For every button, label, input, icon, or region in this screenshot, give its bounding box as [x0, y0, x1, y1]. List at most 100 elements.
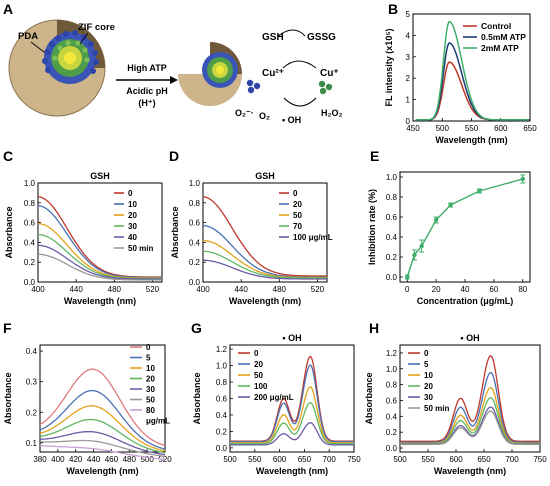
x-axis-label: Wavelength (nm) [66, 466, 138, 476]
pda-label: PDA [18, 31, 38, 42]
degraded-nanoparticle-icon [178, 42, 242, 106]
x-axis-label: Wavelength (nm) [256, 466, 328, 476]
panel-f: 380 400 420 440 460 480 500 5200.10.20.30.4Wave… [3, 320, 172, 476]
x-tick-label: 550 [248, 455, 262, 464]
panel-e: 0 20 40 60 80 0.0 0.2 0.4 0.6 0.8 1.0 Concentration… [367, 148, 531, 306]
cu2-label: Cu²⁺ [262, 68, 284, 79]
acidic-label: Acidic pH [126, 86, 168, 96]
x-tick-label: 520 [311, 285, 325, 294]
y-tick-label: 0.2 [386, 428, 398, 437]
y-tick-label: 0.8 [24, 199, 36, 208]
x-axis-label: Concentration (μg/mL) [417, 296, 514, 306]
x-tick-label: 500 [140, 455, 154, 464]
y-tick-label: 0.6 [189, 219, 201, 228]
series-line [415, 42, 530, 121]
panel-h: 500 550 600 650 700 750 0.0 0.2 0.4 0.6 0.8 1.0 1.2 W… [364, 320, 547, 476]
cu1-dots-icon [318, 80, 333, 95]
legend-label: 30 [146, 385, 155, 394]
y-tick-label: 0.4 [216, 411, 228, 420]
series-line [400, 354, 540, 442]
y-tick-label: 5 [406, 10, 411, 19]
panel-a-letter: A [3, 1, 13, 17]
x-tick-label: 440 [69, 285, 83, 294]
data-point [405, 274, 410, 280]
data-point [433, 217, 439, 223]
legend-label: 10 [146, 364, 155, 373]
panel-c: 400 440 480 5200.00.20.40.60.81.0Wavelength… [3, 148, 163, 306]
pda-pointer [30, 41, 45, 53]
x-tick-label: 20 [432, 285, 441, 294]
y-tick-label: 0.4 [189, 238, 201, 247]
hplus-label: (H⁺) [138, 98, 155, 108]
legend-label: 0 [293, 189, 298, 198]
legend-label: 20 [146, 375, 155, 384]
legend-label: 70 [293, 222, 302, 231]
x-axis-label: Wavelength (nm) [435, 135, 507, 145]
legend-label: Control [481, 21, 511, 31]
y-tick-label: 0.4 [24, 238, 36, 247]
panel-letter: H [369, 320, 379, 336]
legend-label: 0 [146, 343, 151, 352]
plot-frame [39, 344, 166, 453]
x-tick-label: 650 [298, 455, 312, 464]
y-tick-label: 0.6 [216, 395, 228, 404]
series-line [400, 396, 540, 445]
y-axis-label: FL intensity (x10⁵) [384, 28, 394, 106]
y-tick-label: 0.4 [386, 233, 398, 242]
oh-label: • OH [282, 115, 301, 125]
series-line [400, 406, 540, 445]
legend-label: 30 [424, 393, 433, 402]
legend-label: 0 [128, 189, 133, 198]
y-tick-label: 0.0 [216, 444, 228, 453]
legend-label: 30 [128, 222, 137, 231]
y-tick-label: 0.8 [386, 381, 398, 390]
x-tick-label: 480 [123, 455, 137, 464]
series-line [39, 389, 166, 450]
y-tick-label: 0.6 [24, 219, 36, 228]
y-tick-label: 4 [406, 31, 411, 40]
data-point [448, 202, 453, 208]
y-tick-label: 0.2 [386, 253, 398, 262]
y-tick-label: 0.4 [386, 412, 398, 421]
y-tick-label: 1.0 [24, 179, 36, 188]
panel-g: 500 550 600 650 700 7500.00.20.40.60.81.01.2W… [191, 320, 361, 476]
y-tick-label: 0.6 [386, 396, 398, 405]
y-tick-label: 0.0 [24, 278, 36, 287]
y-tick-label: 1.2 [216, 345, 228, 354]
x-tick-label: 600 [449, 455, 463, 464]
legend-label: 20 [424, 382, 433, 391]
series-line [39, 405, 166, 452]
panel-b: 450 500 550 600 650 0 1 2 3 4 5 Wavelength (nm) FL i… [384, 1, 537, 145]
y-tick-label: 2 [406, 74, 411, 83]
o2-label: O₂ [259, 111, 270, 121]
series-line [415, 61, 530, 121]
x-tick-label: 440 [234, 285, 248, 294]
x-tick-label: 0 [405, 285, 410, 294]
y-tick-label: 1.0 [216, 362, 228, 371]
x-tick-label: 650 [523, 124, 537, 133]
series-line [230, 401, 354, 445]
legend-label: 50 [293, 211, 302, 220]
y-axis-label: Absorbance [3, 372, 13, 424]
gssg-label: GSSG [307, 32, 336, 43]
y-tick-label: 1.2 [386, 349, 398, 358]
series-line [38, 253, 162, 281]
y-tick-label: 0.2 [24, 258, 36, 267]
data-point [419, 243, 424, 249]
y-tick-label: 1.0 [386, 365, 398, 374]
chart-title: • OH [460, 333, 479, 343]
series-line [400, 371, 540, 443]
y-tick-label: 0.2 [189, 258, 201, 267]
y-axis-label: Inhibition rate (%) [367, 189, 377, 265]
series-line [415, 20, 530, 121]
y-tick-label: 0.0 [386, 273, 398, 282]
panel-d: 400 440 480 520 0.0 0.2 0.4 0.6 0.8 1.0 Wavelength… [169, 148, 333, 306]
series-line [406, 178, 523, 278]
gsh-label: GSH [262, 32, 284, 43]
y-axis-label: Absorbance [170, 206, 180, 258]
y-tick-label: 1.0 [189, 179, 201, 188]
x-tick-label: 520 [146, 285, 160, 294]
legend-label: 20 [293, 200, 302, 209]
x-axis-label: Wavelength (nm) [434, 466, 506, 476]
legend-label: 0 [424, 349, 429, 358]
